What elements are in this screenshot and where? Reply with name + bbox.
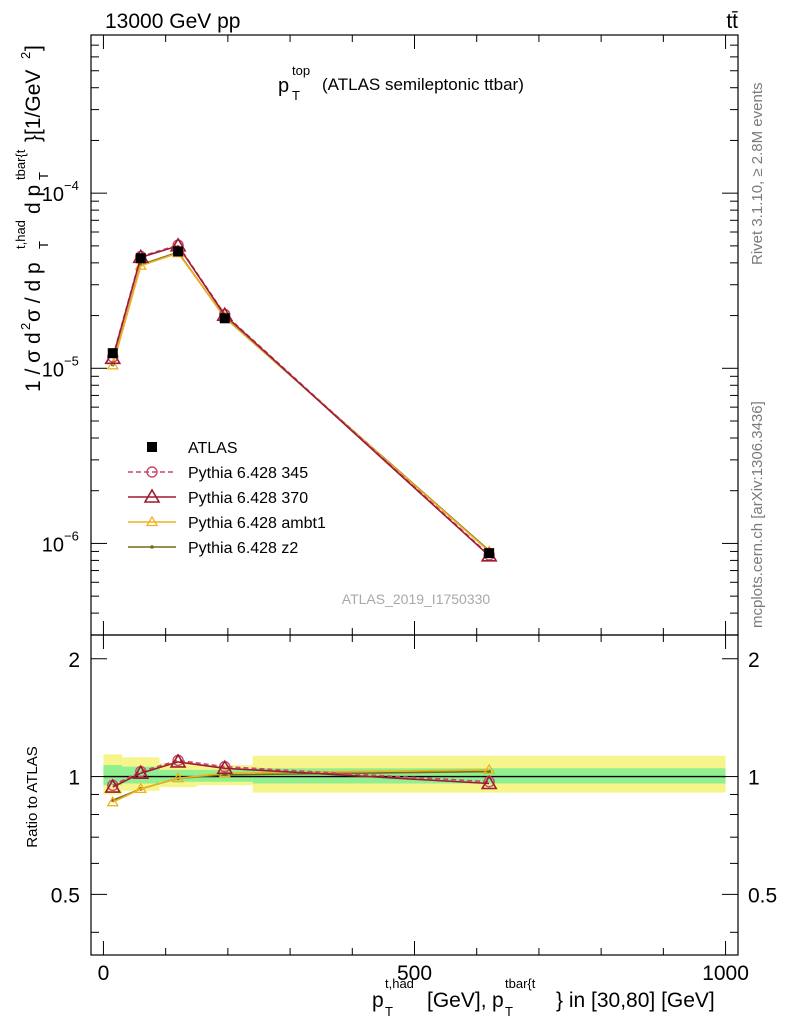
legend-label-2: Pythia 6.428 370 (188, 490, 308, 507)
ratio-point-2-1 (134, 782, 147, 794)
ratio-point-1-1 (132, 764, 150, 780)
ratio-ytick-label-left-0.5: 0.5 (51, 884, 80, 907)
energy-label: 13000 GeV pp (105, 10, 240, 33)
ylabel-close: ] (22, 45, 45, 51)
main-ytick-exp-0: −6 (64, 528, 79, 543)
ylabel-unit-sq: 2 (18, 52, 33, 59)
ylabel-sup1: t,had (13, 220, 28, 249)
main-point-3-0 (106, 359, 119, 370)
analysis-watermark: ATLAS_2019_I1750330 (342, 591, 491, 607)
legend-label-3: Pythia 6.428 ambt1 (188, 515, 326, 532)
main-ytick-exp-1: −5 (64, 353, 79, 368)
x-tick-label-0: 0 (98, 962, 110, 985)
plot-title-symbol: p (278, 75, 289, 97)
ratio-band-inner-0 (103, 765, 123, 786)
ylabel-unit: }[1/GeV (22, 70, 45, 142)
plot-title-text: (ATLAS semileptonic ttbar) (322, 75, 524, 94)
plot-title-sup: top (292, 63, 310, 78)
rivet-label: Rivet 3.1.10, ≥ 2.8M events (749, 83, 766, 266)
xlabel-sup2: tbar{t (505, 976, 536, 991)
main-ylabel: 1 / σ d 2 σ / d p t,had T d p tbar{t T }… (13, 45, 51, 392)
legend-marker-2 (143, 488, 161, 503)
xlabel-sup1: t,had (385, 976, 414, 991)
legend-marker-1 (146, 466, 158, 478)
main-point-0-0 (107, 348, 118, 359)
ratio-point-1-4 (480, 774, 498, 790)
xlabel-tail: } in [30,80] [GeV] (556, 989, 715, 1012)
ratio-band-inner-2 (159, 769, 197, 782)
ylabel-sq: 2 (18, 323, 33, 330)
ratio-point-1-0 (104, 778, 122, 793)
ylabel-sup2: tbar{t (13, 149, 28, 180)
legend-marker-4 (150, 545, 154, 549)
ratio-ytick-label-left-1: 1 (68, 767, 80, 790)
main-point-0-3 (219, 313, 230, 324)
x-axis-label: p t,had T [GeV], p tbar{t T } in [30,80]… (372, 976, 715, 1019)
plot-title-sub: T (292, 88, 300, 103)
ylabel-mid: σ / d p (22, 262, 45, 322)
process-label: tt̄ (726, 10, 738, 33)
main-ytick-label-0: 10 (42, 534, 64, 556)
ratio-series-line-0 (112, 759, 490, 787)
main-ytick-label-2: 10 (42, 184, 64, 206)
ratio-point-2-4 (483, 763, 496, 775)
xlabel-main: [GeV], (427, 989, 487, 1012)
mcplots-label: mcplots.cern.ch [arXiv:1306.3436] (749, 401, 766, 628)
ylabel-pre: 1 / σ d (22, 332, 45, 392)
main-point-0-4 (484, 548, 495, 559)
x-tick-label-1000: 1000 (702, 962, 749, 985)
legend: ATLAS Pythia 6.428 345 Pythia 6.428 370 Pyt… (128, 440, 326, 557)
ratio-series-line-1 (112, 761, 490, 788)
ratio-point-2-2 (171, 771, 185, 783)
main-point-0-1 (135, 253, 146, 264)
ylabel-sub2: T (36, 172, 51, 180)
ratio-ylabel: Ratio to ATLAS (24, 746, 41, 847)
ratio-ytick-label-left-2: 2 (68, 649, 80, 672)
xlabel-sub1: T (385, 1004, 393, 1019)
ratio-point-1-2 (169, 753, 187, 768)
xlabel-sym1: p (372, 989, 384, 1012)
ratio-point-2-3 (218, 766, 231, 778)
x-tick-label-500: 500 (397, 962, 432, 985)
main-ytick-label-1: 10 (42, 359, 64, 381)
xlabel-sub2: T (505, 1004, 513, 1019)
ratio-series-line-2 (112, 769, 490, 803)
legend-marker-0 (147, 442, 157, 452)
main-series-line-2 (112, 244, 490, 557)
legend-label-4: Pythia 6.428 z2 (188, 540, 298, 557)
ratio-panel: 0 500 1000 0.5 0.5 1 1 2 2 (51, 635, 777, 985)
ylabel-mid2: d p (22, 185, 45, 214)
legend-marker-3 (145, 515, 159, 527)
ratio-point-1-3 (216, 759, 234, 775)
main-panel: 10−610−510−4 (42, 34, 738, 636)
ratio-ytick-label-right-2: 2 (748, 649, 760, 672)
main-ytick-exp-2: −4 (64, 178, 79, 193)
ratio-frame (90, 634, 739, 956)
main-series-line-1 (112, 244, 490, 556)
plot-title: p top T (ATLAS semileptonic ttbar) (278, 63, 524, 103)
main-point-0-2 (173, 246, 184, 257)
legend-label-0: ATLAS (188, 440, 238, 457)
ylabel-sub1: T (36, 241, 51, 249)
legend-label-1: Pythia 6.428 345 (188, 465, 308, 482)
ratio-point-2-0 (106, 795, 119, 807)
xlabel-sym2: p (492, 989, 504, 1012)
ratio-ytick-label-right-1: 1 (748, 767, 760, 790)
ratio-ytick-label-right-0.5: 0.5 (748, 884, 777, 907)
